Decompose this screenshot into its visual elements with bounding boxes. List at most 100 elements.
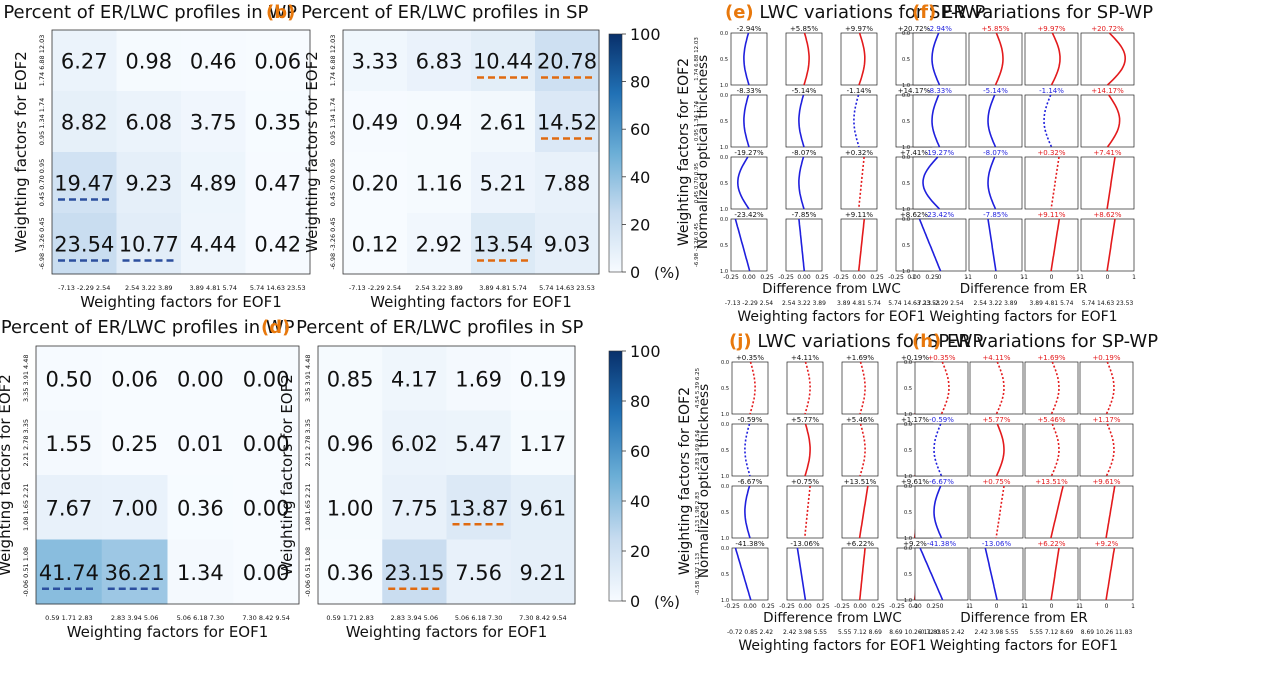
percent-label: -19.27% bbox=[734, 149, 764, 157]
percent-label: +20.72% bbox=[898, 25, 931, 33]
heatmap-cell bbox=[181, 30, 246, 92]
sub-y-tick: 1.0 bbox=[904, 412, 912, 418]
heatmap-cell bbox=[52, 152, 117, 214]
subplot-frame bbox=[1079, 547, 1134, 601]
cell-value: 10.44 bbox=[473, 50, 533, 74]
sub-y-tick: 0.0 bbox=[904, 484, 912, 490]
percent-label: +0.75% bbox=[982, 478, 1010, 486]
profile-line bbox=[1105, 547, 1116, 601]
cell-value: 9.61 bbox=[519, 496, 566, 520]
subplot: +4.11% bbox=[786, 354, 824, 415]
cell-value: 7.88 bbox=[544, 172, 591, 196]
x-tick-label: 7.30 8.42 9.54 bbox=[519, 614, 567, 622]
subplot-frame bbox=[1024, 32, 1079, 86]
profile-line bbox=[1106, 156, 1116, 210]
heatmap-cell bbox=[343, 30, 408, 92]
outer-y-tick: 1.13 1.98 2.83 bbox=[695, 491, 701, 532]
heatmap-cell bbox=[382, 539, 447, 605]
percent-label: +13.51% bbox=[1035, 478, 1068, 486]
percent-label: +9.11% bbox=[845, 211, 873, 219]
sub-x-tick: 0 bbox=[994, 274, 998, 281]
sub-y-tick: 1.0 bbox=[720, 83, 728, 89]
subplot: +6.22% -1 0 1 bbox=[1022, 540, 1080, 610]
outer-x-tick: 2.42 3.98 5.55 bbox=[975, 629, 1019, 636]
subplot-frame bbox=[912, 32, 967, 86]
cell-value: 0.25 bbox=[111, 432, 158, 456]
y-tick-label: 2.21 2.78 3.35 bbox=[304, 419, 312, 467]
heatmap-cell bbox=[52, 213, 117, 275]
subplot: -41.38% 0.0 0.5 1.0-0.25 0.00 0.25 bbox=[721, 540, 775, 610]
panel-title-b: (b) Percent of ER/LWC profiles in SP bbox=[266, 2, 589, 23]
profile-line bbox=[1106, 94, 1121, 148]
heatmap-cell bbox=[36, 410, 103, 476]
cell-value: 0.06 bbox=[111, 367, 158, 391]
sub-x-tick: 0 bbox=[938, 274, 942, 281]
profile-line bbox=[744, 485, 751, 539]
sub-x-tick: -1 bbox=[966, 274, 972, 281]
percent-label: -5.14% bbox=[792, 87, 817, 95]
sub-y-tick: 0.0 bbox=[720, 93, 728, 99]
outer-x-tick: 5.55 7.12 8.69 bbox=[1030, 629, 1074, 636]
sub-x-tick: -1 bbox=[967, 603, 973, 610]
sub-x-tick: -0.25 bbox=[779, 603, 795, 610]
cell-value: 9.21 bbox=[519, 561, 566, 585]
subplot-frame bbox=[1024, 547, 1079, 601]
profile-line bbox=[858, 32, 866, 86]
profile-line bbox=[994, 32, 1004, 86]
percent-label: +0.19% bbox=[901, 354, 929, 362]
sub-x-tick: 0 bbox=[995, 603, 999, 610]
colorbar-tick-label: 60 bbox=[630, 120, 650, 139]
heatmap-cell bbox=[446, 539, 512, 605]
subplot-frame bbox=[1024, 361, 1079, 415]
outer-x-tick: 2.54 3.22 3.89 bbox=[974, 300, 1018, 307]
panel-title-e: (e) LWC variations for SP-WP bbox=[725, 2, 985, 23]
percent-label: +8.62% bbox=[1093, 211, 1121, 219]
profile-line bbox=[858, 547, 866, 601]
subplot-frame bbox=[969, 361, 1024, 415]
heatmap-cell bbox=[382, 346, 447, 411]
subplot-frame bbox=[840, 94, 878, 148]
cell-value: 23.15 bbox=[384, 561, 444, 585]
percent-label: -2.94% bbox=[737, 25, 762, 33]
cell-value: 0.36 bbox=[327, 561, 374, 585]
profile-line bbox=[1050, 547, 1060, 601]
subplot: -7.85% -0.25 0.00 0.25 bbox=[778, 211, 829, 281]
sub-x-tick: 0.25 bbox=[925, 274, 939, 281]
subplot: -13.06% -1 0 1 bbox=[967, 540, 1025, 610]
profile-line bbox=[995, 361, 1005, 415]
subplot-frame bbox=[1080, 218, 1135, 272]
subplot: +5.46% bbox=[1024, 416, 1079, 477]
colorbar-tick-label: 20 bbox=[630, 215, 650, 234]
subplot-frame bbox=[1080, 94, 1135, 148]
subplot: -8.33% 0.0 0.5 1.0 bbox=[902, 87, 967, 151]
cell-value: 19.47 bbox=[54, 172, 114, 196]
heatmap-cell bbox=[116, 91, 182, 153]
sub-x-tick: 1 bbox=[966, 603, 970, 610]
profile-line bbox=[1043, 94, 1053, 148]
subplot-frame bbox=[785, 156, 823, 210]
y-tick-label: 2.21 2.78 3.35 bbox=[22, 419, 30, 467]
heatmap-cell bbox=[471, 213, 536, 275]
profile-line bbox=[931, 94, 941, 148]
heatmap-cell bbox=[167, 346, 234, 411]
cell-value: 5.21 bbox=[480, 172, 527, 196]
y-tick-label: 0.95 1.34 1.74 bbox=[329, 98, 337, 146]
heatmap-cell bbox=[36, 346, 103, 411]
outer-y-tick: 0.95 1.34 1.74 bbox=[694, 100, 700, 141]
subplot-frame bbox=[968, 156, 1023, 210]
cell-value: 0.06 bbox=[254, 50, 301, 74]
percent-label: -5.14% bbox=[983, 87, 1008, 95]
profile-line bbox=[744, 423, 751, 477]
cell-value: 6.02 bbox=[391, 432, 438, 456]
sub-x-tick: -0.25 bbox=[778, 274, 794, 281]
percent-label: +0.75% bbox=[791, 478, 819, 486]
subplot-frame bbox=[786, 547, 824, 601]
subplot-frame bbox=[841, 485, 879, 539]
heatmap-cell bbox=[101, 346, 168, 411]
cell-value: 0.01 bbox=[177, 432, 224, 456]
sub-y-tick: 0.5 bbox=[720, 119, 728, 125]
sub-y-tick: 0.0 bbox=[902, 93, 910, 99]
sub-y-tick: 1.0 bbox=[721, 536, 729, 542]
sub-y-tick: 0.0 bbox=[902, 155, 910, 161]
subplot-frame bbox=[731, 485, 769, 539]
